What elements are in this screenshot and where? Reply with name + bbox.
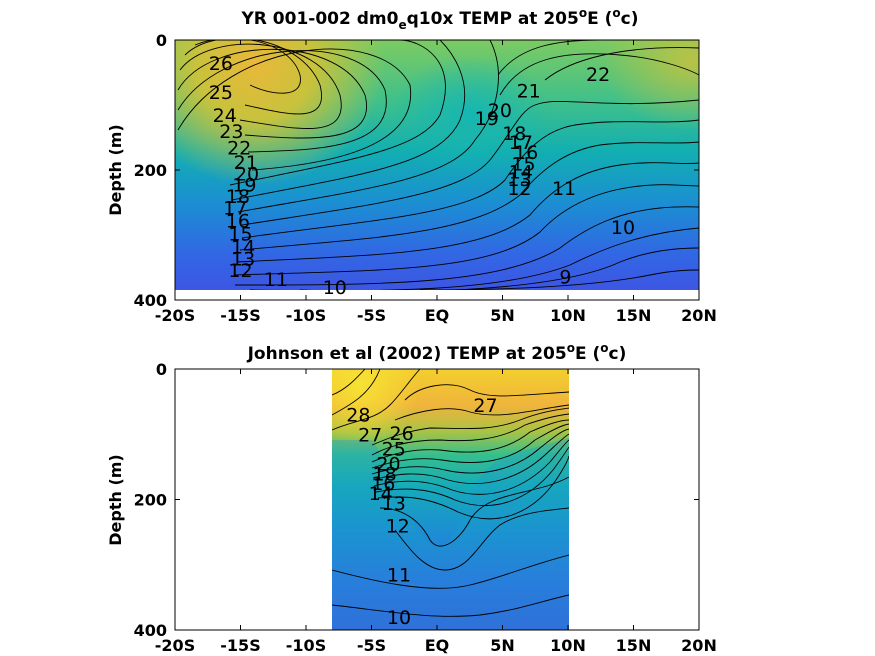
contour-label: 19: [475, 108, 499, 130]
contour-label: 12: [386, 516, 410, 538]
bottom-y-axis: 0 200 400: [134, 360, 699, 640]
contour-label: 10: [323, 277, 347, 299]
contour-label: 25: [382, 439, 406, 461]
x-tick-label: 10N: [550, 636, 586, 655]
top-x-axis: -20S -15S -10S -5S EQ 5N 10N 15N 20N: [155, 40, 717, 325]
x-tick-label: EQ: [425, 636, 450, 655]
y-tick-label: 400: [134, 291, 167, 310]
x-tick-label: 15N: [616, 636, 652, 655]
contour-label: 20: [488, 100, 512, 122]
bottom-x-axis: -20S -15S -10S -5S EQ 5N 10N 15N 20N: [155, 369, 717, 655]
contour-label: 17: [509, 132, 533, 154]
x-tick-label: -5S: [357, 636, 386, 655]
contour-label: 14: [509, 161, 533, 183]
contour-label: 12: [507, 178, 531, 200]
x-tick-label: EQ: [425, 306, 450, 325]
x-tick-label: -10S: [286, 306, 326, 325]
contour-label: 11: [552, 178, 576, 200]
contour-label: 25: [209, 82, 233, 104]
x-tick-label: 5N: [490, 636, 515, 655]
contour-label: 15: [228, 224, 252, 246]
top-panel: YR 001-002 dm0eq10x TEMP at 205oE (oc): [106, 6, 717, 325]
contour-label: 18: [502, 123, 526, 145]
contour-label: 22: [227, 137, 251, 159]
contour-label: 17: [223, 198, 247, 220]
y-tick-label: 400: [134, 621, 167, 640]
contour-label: 12: [228, 260, 252, 282]
contour-label: 22: [586, 64, 610, 86]
contour-label: 23: [219, 121, 243, 143]
contour-label: 18: [226, 186, 250, 208]
contour-label: 16: [371, 473, 395, 495]
x-tick-label: -20S: [155, 306, 195, 325]
top-y-axis: 0 200 400: [134, 31, 699, 310]
contour-label: 9: [559, 267, 571, 289]
contour-label: 13: [382, 493, 406, 515]
contour-label: 13: [231, 248, 255, 270]
contour-label: 27: [473, 395, 497, 417]
contour-label: 15: [511, 154, 535, 176]
contour-label: 20: [235, 163, 259, 185]
x-tick-label: 5N: [490, 306, 515, 325]
x-tick-label: 20N: [681, 306, 717, 325]
contour-label: 27: [358, 424, 382, 446]
x-tick-label: -5S: [357, 306, 386, 325]
contour-label: 20: [376, 454, 400, 476]
x-tick-label: -15S: [220, 636, 260, 655]
contour-label: 21: [517, 81, 541, 103]
bottom-chart-title: Johnson et al (2002) TEMP at 205oE (oc): [247, 341, 627, 364]
contour-label: 26: [390, 423, 414, 445]
top-y-axis-label: Depth (m): [106, 124, 125, 216]
bottom-field: [332, 369, 569, 630]
top-chart-title: YR 001-002 dm0eq10x TEMP at 205oE (oc): [240, 6, 638, 32]
x-tick-label: -15S: [220, 306, 260, 325]
y-tick-label: 0: [156, 31, 167, 50]
contour-label: 10: [611, 217, 635, 239]
x-tick-label: 15N: [616, 306, 652, 325]
contour-label: 16: [226, 211, 250, 233]
contour-label: 28: [346, 405, 370, 427]
contour-label: 11: [264, 269, 288, 291]
contour-label: 13: [507, 169, 531, 191]
x-tick-label: 20N: [681, 636, 717, 655]
contour-label: 14: [369, 483, 393, 505]
x-tick-label: 10N: [550, 306, 586, 325]
contour-label: 21: [234, 152, 258, 174]
y-tick-label: 0: [156, 360, 167, 379]
contour-label: 14: [231, 237, 255, 259]
contour-label: 11: [387, 565, 411, 587]
bottom-y-axis-label: Depth (m): [106, 454, 125, 546]
contour-label: 24: [213, 105, 237, 127]
bottom-contour-lines: [332, 369, 569, 617]
bottom-panel: Johnson et al (2002) TEMP at 205oE (oc): [106, 341, 717, 655]
y-tick-label: 200: [134, 161, 167, 180]
contour-label: 16: [514, 142, 538, 164]
contour-label: 26: [209, 53, 233, 75]
contour-label: 18: [373, 463, 397, 485]
contour-label: 10: [387, 607, 411, 629]
top-contour-lines: [177, 40, 699, 290]
x-tick-label: -10S: [286, 636, 326, 655]
x-tick-label: -20S: [155, 636, 195, 655]
y-tick-label: 200: [134, 491, 167, 510]
contour-label: 19: [232, 174, 256, 196]
